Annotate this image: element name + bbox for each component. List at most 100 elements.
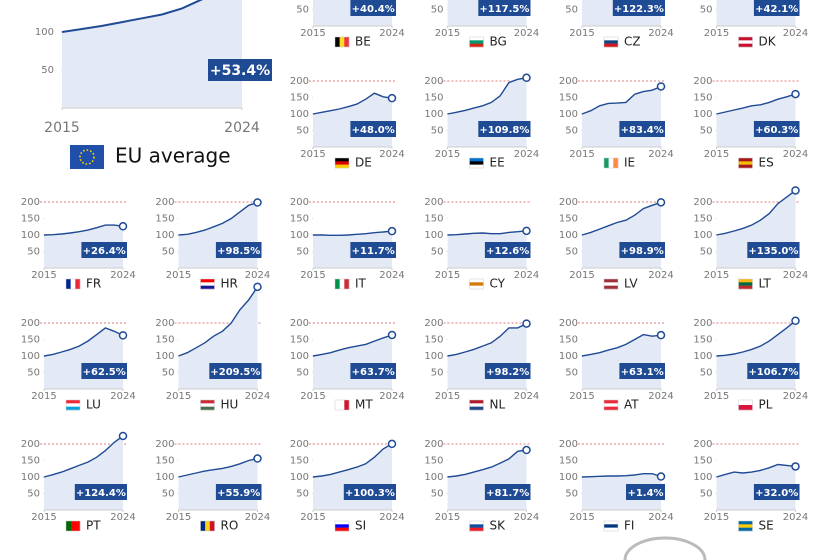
flag-stripe [613,158,619,168]
flag-stripe [738,524,753,528]
flag-stripe [469,40,484,44]
change-label: +53.4% [210,63,270,79]
y-tick-label: 50 [162,489,175,500]
flag-stripe [68,521,72,531]
flag-border [603,520,619,532]
y-tick-label: 200 [424,76,443,87]
end-marker [522,319,531,328]
country-label: SE [759,519,774,533]
flag-border [334,520,350,532]
y-tick-label: 50 [27,247,40,258]
flag-stripe [335,164,349,169]
country-label: ES [759,156,774,170]
y-tick-label: 100 [559,230,578,241]
line [43,435,124,478]
country-flag [603,520,619,532]
y-tick-label: 100 [424,230,443,241]
flag-stripe [738,164,753,169]
end-marker [522,73,531,83]
area [447,323,527,389]
y-tick-label: 100 [559,109,578,120]
y-tick-label: 200 [693,76,712,87]
end-marker [656,82,666,91]
line [43,327,124,357]
change-label: +40.4% [352,4,395,15]
flag-stripe [344,279,350,289]
change-label: +83.4% [621,125,664,136]
flag-stripe [604,403,618,407]
y-tick-label: 50 [162,247,175,258]
flag-stripe [335,37,340,47]
change-label: +12.6% [486,246,529,257]
eu-title: EU average [115,144,231,168]
flag-stripe [469,43,484,48]
y-tick-label: 150 [290,456,309,467]
change-badge [209,363,262,379]
end-marker [253,282,262,292]
y-tick-label: 200 [424,318,443,329]
end-marker [387,226,397,236]
flag-stripe [200,406,215,411]
x-tick-label: 2015 [166,270,191,281]
x-tick-label: 2024 [245,391,270,402]
x-tick-label: 2024 [648,270,673,281]
flag-stripe [335,161,349,165]
flag-stripe [738,285,753,290]
country-label: RO [221,519,239,533]
flag-border [738,157,753,169]
country-flag [334,278,350,290]
x-tick-label: 2015 [435,512,460,523]
flag-stripe [66,406,80,411]
change-label: +42.1% [755,4,798,15]
x-tick-label: 2015 [300,512,325,523]
x-tick-label: 2024 [514,512,539,523]
line [61,0,204,33]
end-marker [118,431,128,441]
change-badge [478,0,531,16]
x-tick-label: 2024 [379,391,404,402]
x-tick-label: 2015 [31,391,56,402]
change-label: +11.7% [352,246,395,257]
x-tick-label: 2015 [569,512,594,523]
flag-stripe [469,282,484,286]
flag-stripe [74,521,78,531]
flag-stripe [738,405,753,411]
x-tick-label: 2024 [379,512,404,523]
x-tick-label: 2015 [435,28,460,39]
area [582,86,661,147]
flag-stripe [339,400,345,410]
change-label: +81.7% [486,488,529,499]
y-tick-label: 100 [21,230,40,241]
line [716,93,796,115]
country-label: IE [624,156,635,170]
y-tick-label: 50 [700,5,713,16]
flag-border [603,157,619,169]
y-tick-label: 150 [155,456,174,467]
y-tick-label: 50 [296,247,309,258]
country-flag [334,36,350,48]
line [716,463,796,478]
change-label: +100.3% [345,488,395,499]
x-tick-label: 2024 [648,391,673,402]
change-label: +124.4% [76,488,126,499]
country-label: CY [490,277,506,291]
change-label: +106.7% [748,367,798,378]
country-label: EE [490,156,505,170]
x-tick-label: 2024 [245,270,270,281]
flag-stripe [738,527,753,532]
end-marker [253,454,262,463]
country-flag [334,399,350,411]
flag-stripe [604,158,609,168]
x-tick-label: 2015 [569,149,594,160]
flag-border [200,278,215,290]
change-badge [612,0,665,16]
change-badge [350,0,396,16]
x-tick-label: 2024 [379,270,404,281]
y-tick-label: 150 [155,214,174,225]
area [447,450,527,510]
country-label: BG [490,35,507,49]
y-tick-label: 50 [565,368,578,379]
flag-border [469,36,484,48]
y-tick-label: 100 [290,351,309,362]
